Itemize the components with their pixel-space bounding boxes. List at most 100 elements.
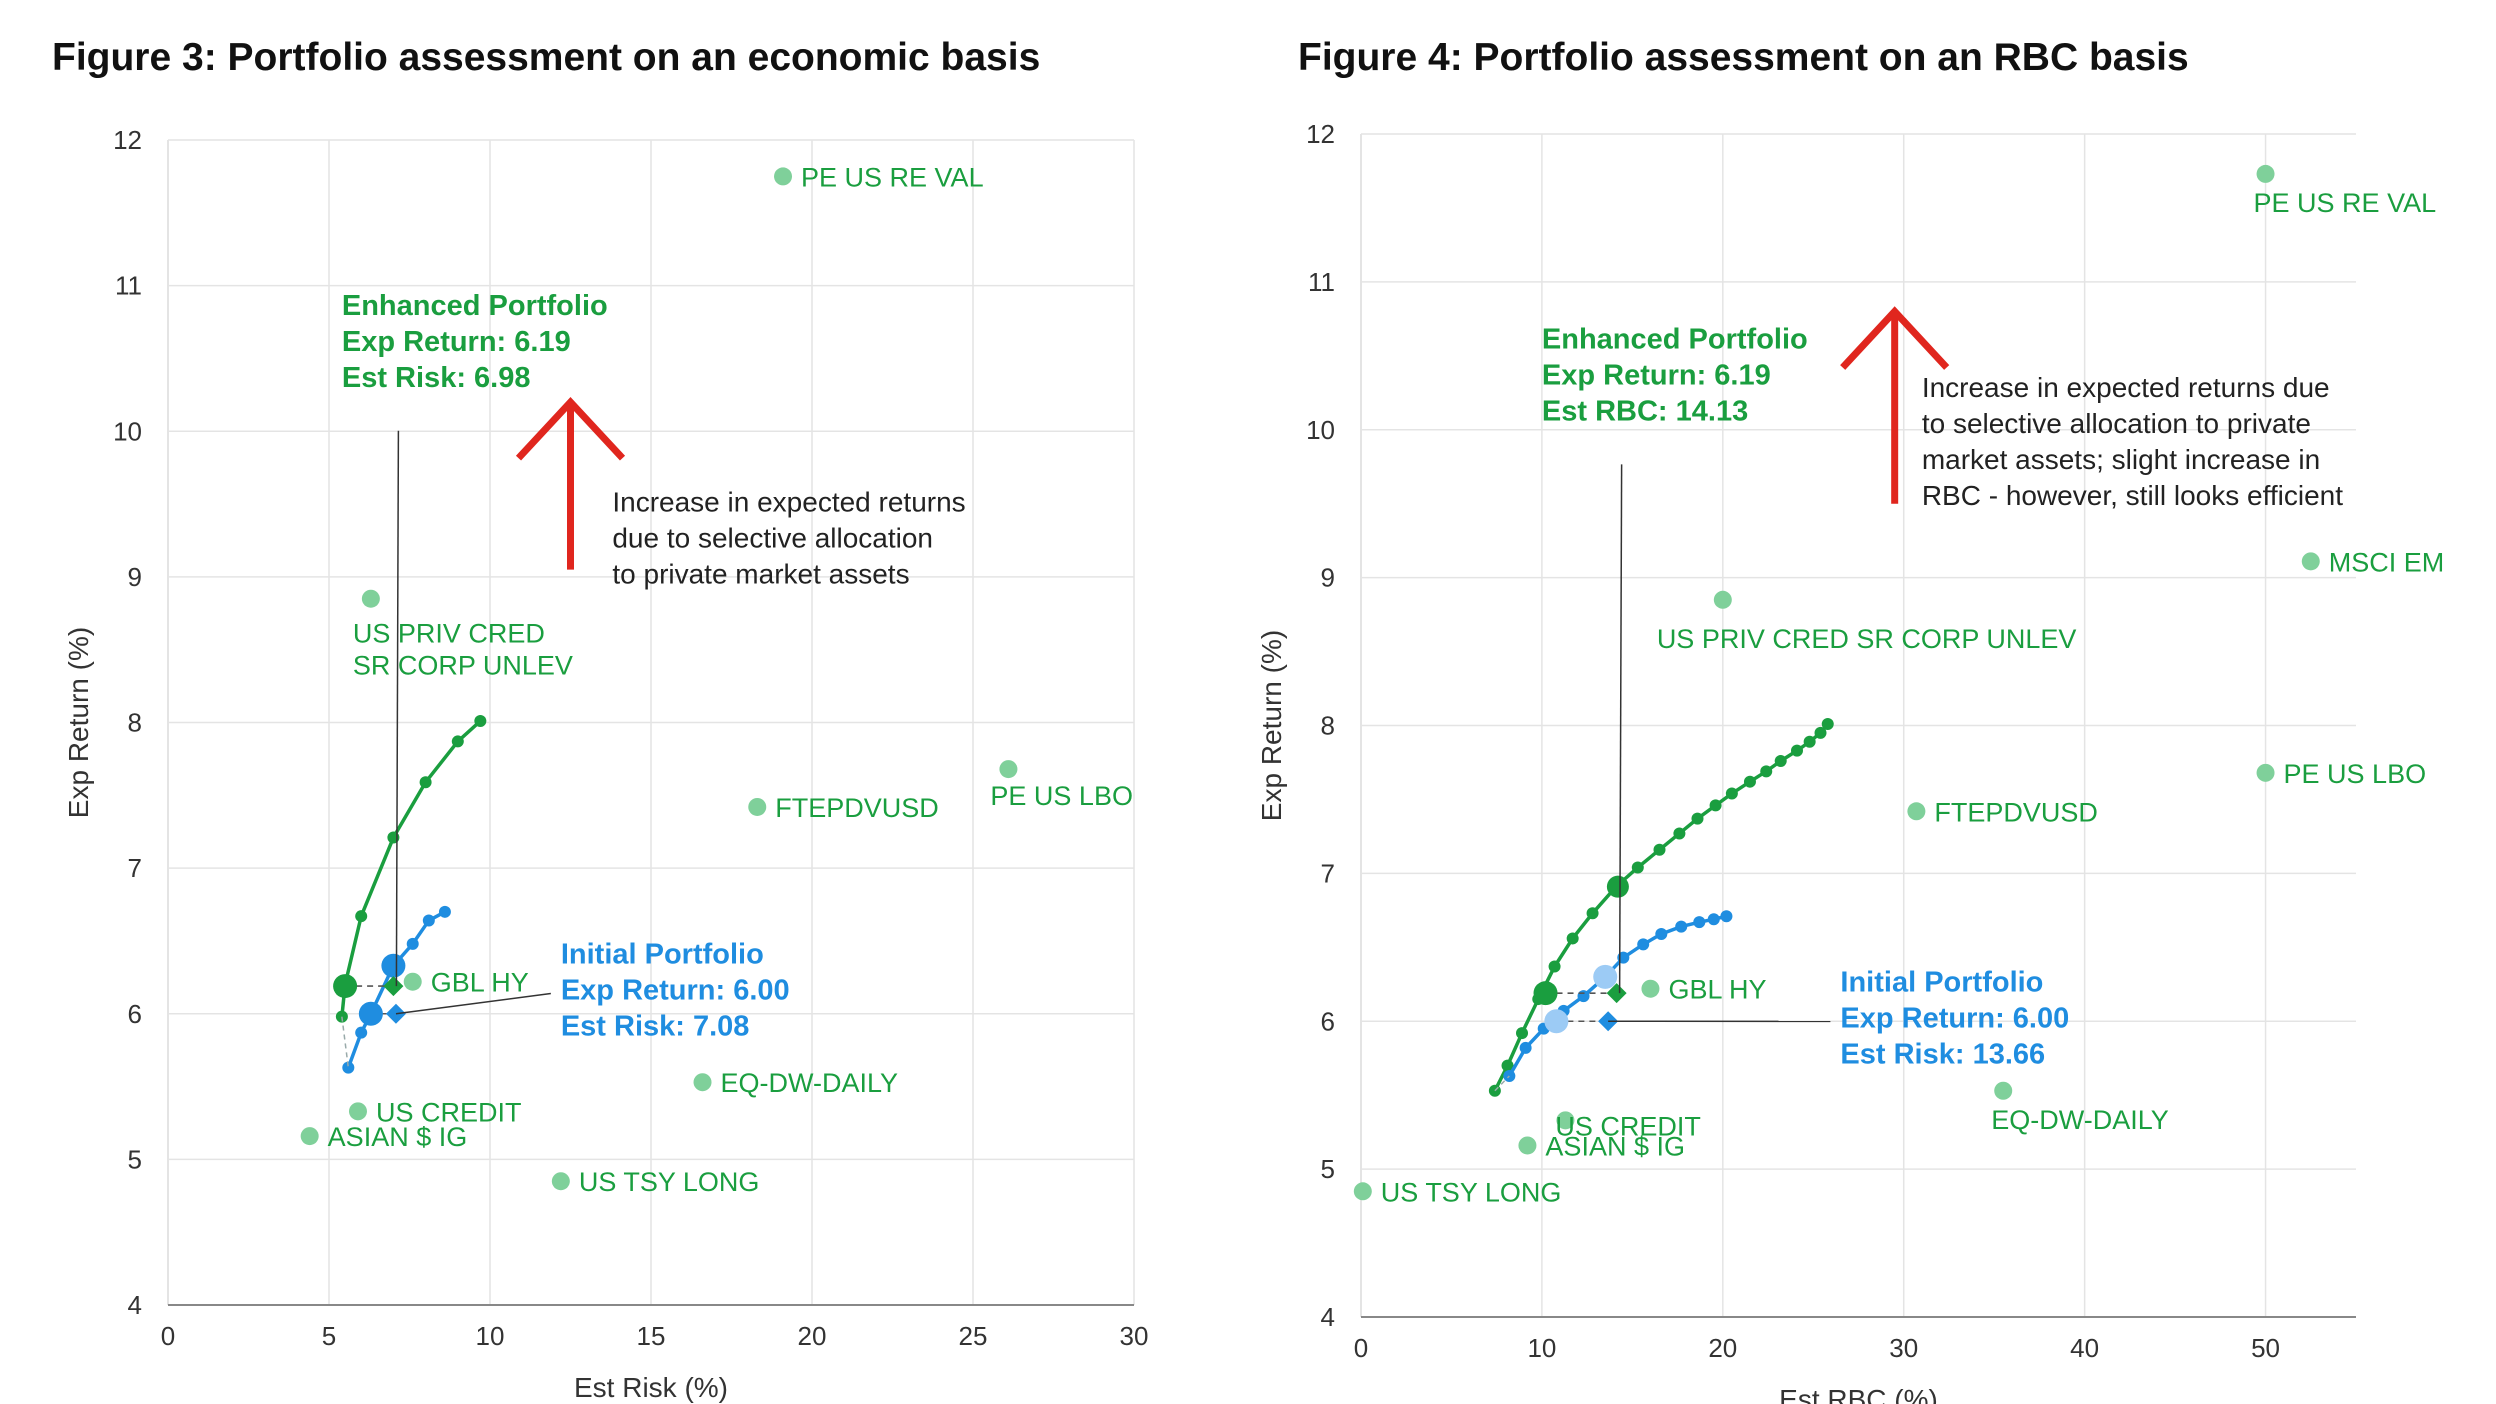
asset-label-ftepdvusd: FTEPDVUSD — [1934, 797, 2098, 827]
x-tick-label: 40 — [2070, 1333, 2099, 1363]
asset-label-gbl-hy: GBL HY — [1668, 975, 1766, 1005]
y-tick-label: 9 — [128, 562, 142, 592]
blue-frontier-point — [1637, 938, 1650, 951]
green-frontier-point — [1673, 827, 1686, 840]
green-highlight-point — [1606, 875, 1629, 898]
x-tick-label: 5 — [322, 1321, 336, 1351]
y-tick-label: 7 — [1321, 858, 1335, 888]
green-frontier-point — [1516, 1027, 1529, 1040]
green-frontier-point — [355, 910, 368, 923]
enhanced-portfolio-marker — [383, 976, 404, 997]
asset-label-us-credit: US CREDIT — [1555, 1111, 1701, 1141]
x-tick-label: 15 — [637, 1321, 666, 1351]
asset-point-eq-dw-daily — [693, 1073, 712, 1092]
green-frontier-point — [1631, 861, 1644, 874]
enhanced-portfolio-label: Exp Return: 6.19 — [1542, 359, 1771, 391]
asset-point-ftepdvusd — [1907, 802, 1926, 821]
figure-3-chart: 4 5 6 7 8 9 10 11 12 0 5 10 15 20 25 30 Est Risk (%) Exp … — [63, 125, 1148, 1403]
blue-frontier-point — [1675, 920, 1688, 933]
blue-frontier-point — [1707, 913, 1720, 926]
x-tick-label: 0 — [1354, 1333, 1368, 1363]
asset-label-pe-us-lbo: PE US LBO — [990, 781, 1133, 811]
red-arrow-head — [515, 396, 626, 461]
y-axis-label: Exp Return (%) — [1256, 630, 1287, 821]
green-frontier-point — [1725, 787, 1738, 800]
enhanced-frontier-point — [1533, 981, 1558, 1006]
asset-label-us-priv-cred-sr-corp-unlev: US PRIV CRED SR CORP UNLEV — [1657, 624, 2077, 654]
y-tick-label: 6 — [128, 999, 142, 1029]
blue-frontier-point — [406, 937, 419, 950]
green-frontier-point — [1743, 775, 1756, 788]
y-tick-label: 5 — [128, 1144, 142, 1174]
annotation-text: market assets; slight increase in — [1922, 444, 2320, 475]
enhanced-portfolio-label: Exp Return: 6.19 — [342, 326, 571, 358]
green-frontier-point — [1566, 932, 1579, 945]
green-frontier-point — [1774, 754, 1787, 767]
asset-point-us-priv-cred-sr-corp-unlev — [1713, 590, 1732, 609]
annotation-text: due to selective allocation — [612, 522, 933, 553]
enhanced-portfolio-label: Est RBC: 14.13 — [1542, 395, 1748, 427]
asset-point-us-tsy-long — [1353, 1182, 1372, 1201]
green-frontier-point — [1709, 799, 1722, 812]
initial-frontier-point — [1544, 1009, 1569, 1034]
asset-label-asian-ig: ASIAN $ IG — [1545, 1131, 1685, 1161]
blue-highlight-point — [1593, 964, 1618, 989]
y-tick-label: 11 — [1308, 267, 1335, 297]
blue-frontier-point — [422, 914, 435, 927]
green-frontier-point — [1653, 843, 1666, 856]
initial-portfolio-label: Est Risk: 13.66 — [1840, 1038, 2045, 1070]
y-tick-label: 4 — [128, 1290, 142, 1320]
blue-frontier-point — [438, 905, 451, 918]
y-tick-label: 12 — [113, 125, 142, 155]
asset-point-asian-ig — [1518, 1136, 1537, 1155]
asset-label-us-tsy-long: US TSY LONG — [1381, 1177, 1562, 1207]
frontier-connector — [1494, 1075, 1510, 1092]
initial-portfolio-label: Exp Return: 6.00 — [1840, 1002, 2069, 1034]
figure-3-title: Figure 3: Portfolio assessment on an eco… — [52, 36, 1041, 79]
x-tick-label: 50 — [2251, 1333, 2280, 1363]
green-frontier-point — [1501, 1059, 1514, 1072]
blue-frontier-point — [1577, 990, 1590, 1003]
enhanced-leader-line — [395, 430, 400, 987]
enhanced-portfolio-marker — [1606, 983, 1627, 1004]
blue-frontier-point — [1655, 928, 1668, 941]
asset-point-pe-us-lbo — [999, 760, 1018, 779]
annotation-text: Increase in expected returns — [612, 486, 965, 517]
asset-point-us-tsy-long — [551, 1172, 570, 1191]
red-arrow-head — [1840, 306, 1950, 370]
initial-portfolio-label: Initial Portfolio — [1840, 966, 2043, 998]
asset-label-pe-us-re-val: PE US RE VAL — [801, 162, 984, 192]
annotation-text: to private market assets — [612, 558, 909, 589]
y-tick-label: 10 — [113, 416, 142, 446]
asset-point-gbl-hy — [1641, 979, 1660, 998]
y-axis-label: Exp Return (%) — [63, 627, 94, 818]
asset-point-us-credit — [348, 1102, 367, 1121]
asset-point-pe-us-re-val — [2256, 164, 2275, 183]
green-frontier-point — [1548, 960, 1561, 973]
green-frontier-point — [1803, 735, 1816, 748]
x-tick-label: 30 — [1120, 1321, 1149, 1351]
asset-point-us-credit — [1556, 1111, 1575, 1130]
x-tick-label: 20 — [1708, 1333, 1737, 1363]
x-axis-label: Est Risk (%) — [574, 1372, 728, 1403]
green-frontier-point — [474, 715, 487, 728]
y-tick-label: 11 — [115, 271, 142, 301]
green-frontier-point — [1814, 726, 1827, 739]
figure-4-chart: 4 5 6 7 8 9 10 11 12 0 10 20 30 40 50 Est RBC (%) Exp Re… — [1256, 119, 2444, 1404]
frontier-connector — [341, 1016, 350, 1068]
enhanced-leader-line — [1618, 464, 1623, 994]
asset-label-eq-dw-daily: EQ-DW-DAILY — [721, 1068, 899, 1098]
y-tick-label: 5 — [1321, 1154, 1335, 1184]
blue-frontier-point — [1693, 916, 1706, 929]
initial-leader-line — [395, 992, 551, 1015]
asset-label-us-credit: US CREDIT — [376, 1097, 522, 1127]
annotation-text: Increase in expected returns due — [1922, 372, 2330, 403]
blue-frontier-point — [355, 1026, 368, 1039]
initial-portfolio-label: Initial Portfolio — [561, 939, 764, 971]
x-tick-label: 30 — [1889, 1333, 1918, 1363]
blue-highlight-point — [381, 953, 406, 978]
green-frontier-line — [1493, 722, 1830, 1092]
initial-portfolio-label: Est Risk: 7.08 — [561, 1011, 750, 1043]
asset-label-us-priv-cred-sr-corp-unlev: US PRIV CRED — [353, 619, 545, 649]
